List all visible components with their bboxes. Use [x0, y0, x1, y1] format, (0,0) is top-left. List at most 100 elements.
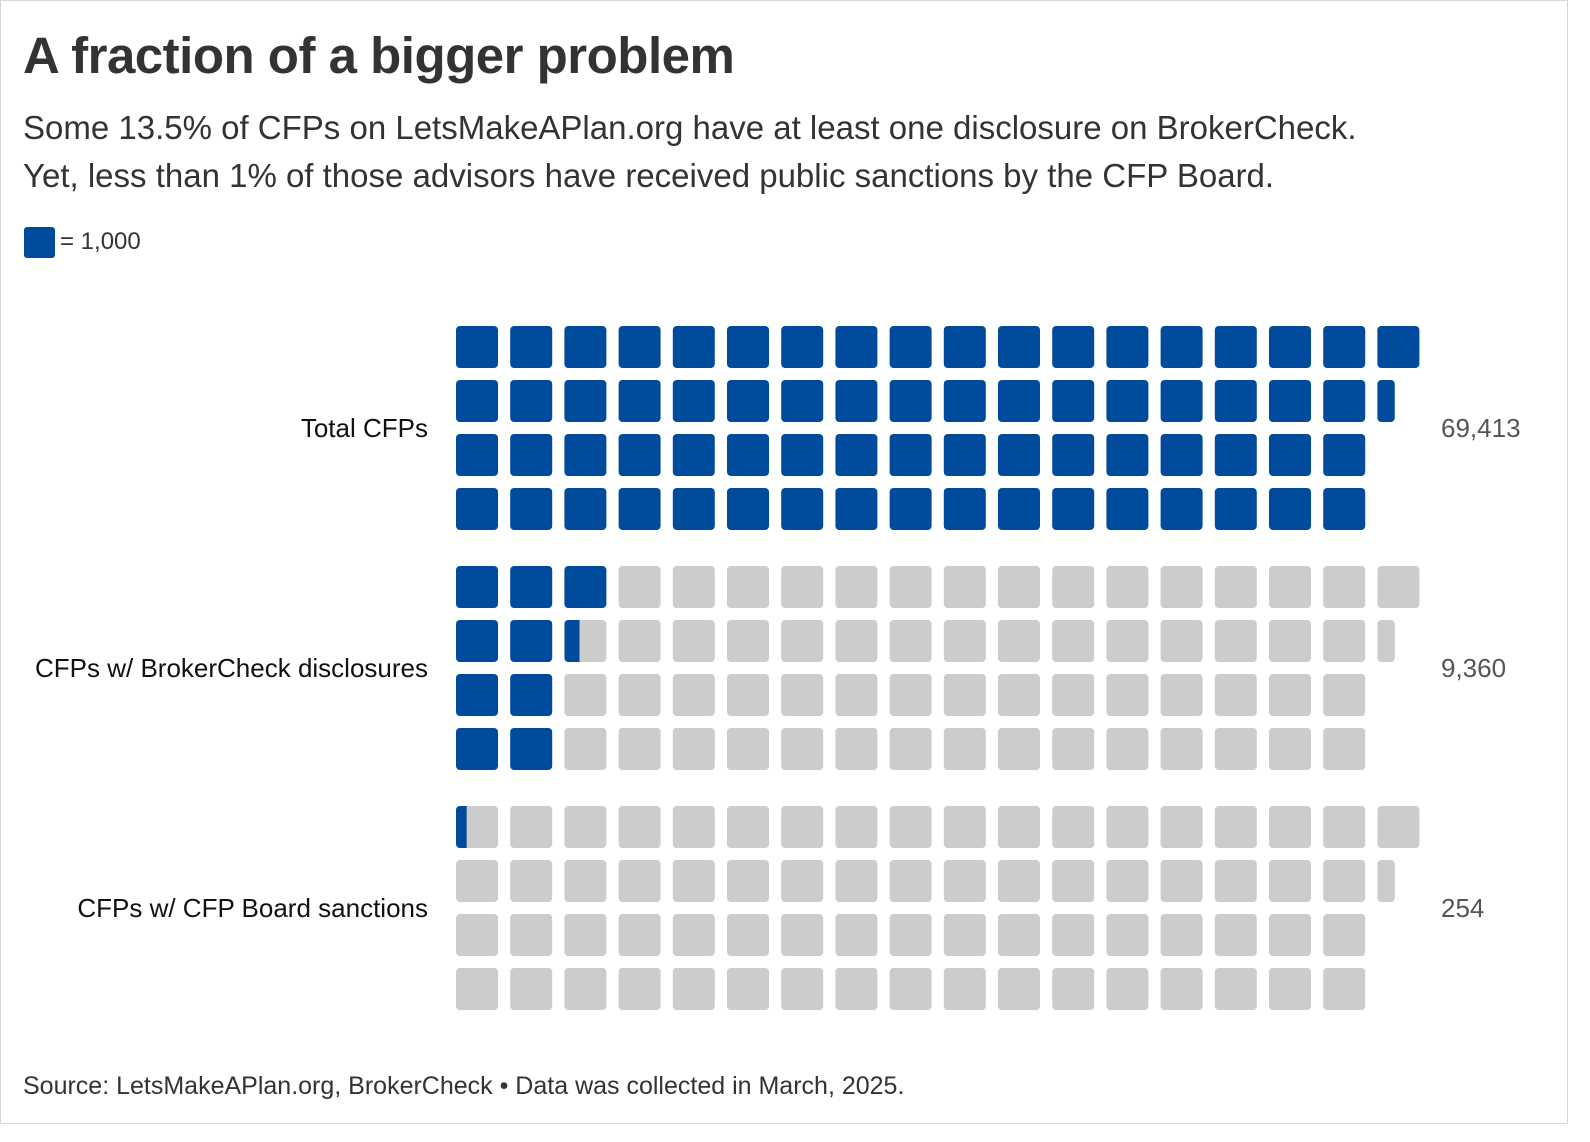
waffle-cell-2-19 [672, 968, 715, 1010]
legend: = 1,000 [24, 226, 141, 258]
waffle-cell-0-55 [1160, 488, 1203, 530]
waffle-cell-1-8 [564, 566, 607, 608]
waffle-cell-0-59 [1214, 488, 1257, 530]
waffle-cell-0-35 [889, 488, 932, 530]
waffle-cell-0-60 [1269, 326, 1311, 368]
waffle-cell-0-54 [1160, 434, 1203, 476]
waffle-cell-1-3 [456, 728, 498, 770]
waffle-cell-0-66 [1323, 434, 1366, 476]
waffle-cell-2-5 [510, 860, 553, 902]
waffle-chart: Total CFPs 69,413 CFPs w/ BrokerCheck disc… [35, 326, 1521, 1010]
waffle-cell-0-27 [781, 488, 824, 530]
waffle-cell-0-53 [1160, 380, 1203, 422]
waffle-cell-1-4 [510, 566, 553, 608]
waffle-cell-2-63 [1269, 968, 1311, 1010]
waffle-cell-1-28 [835, 566, 878, 608]
waffle-cell-2-16 [672, 806, 715, 848]
waffle-cell-1-55 [1160, 728, 1203, 770]
waffle-cell-0-68 [1377, 326, 1420, 368]
waffle-cell-2-0-fill [456, 806, 467, 848]
waffle-cell-2-45 [1052, 860, 1095, 902]
waffle-cell-0-12 [618, 326, 661, 368]
waffle-cell-2-47 [1052, 968, 1095, 1010]
waffle-cell-1-17 [672, 620, 715, 662]
waffle-cell-2-43 [998, 968, 1040, 1010]
waffle-cell-0-20 [727, 326, 769, 368]
waffle-cell-1-43 [998, 728, 1040, 770]
waffle-cell-0-14 [618, 434, 661, 476]
waffle-cell-2-51 [1106, 968, 1149, 1010]
waffle-cell-0-23 [727, 488, 769, 530]
waffle-cell-1-24 [781, 566, 824, 608]
waffle-cell-2-3 [456, 968, 498, 1010]
waffle-cell-2-9 [564, 860, 607, 902]
waffle-cell-1-13 [618, 620, 661, 662]
waffle-cell-2-41 [998, 860, 1040, 902]
waffle-cell-2-4 [510, 806, 553, 848]
waffle-cell-0-62 [1269, 434, 1311, 476]
waffle-cell-0-31 [835, 488, 878, 530]
waffle-cell-1-23 [727, 728, 769, 770]
waffle-cell-2-65 [1323, 860, 1366, 902]
waffle-cell-2-66 [1323, 914, 1366, 956]
waffle-cell-1-20 [727, 566, 769, 608]
waffle-cell-2-24 [781, 806, 824, 848]
waffle-cell-0-42 [998, 434, 1040, 476]
waffle-cell-2-29 [835, 860, 878, 902]
waffle-cell-1-18 [672, 674, 715, 716]
waffle-cell-2-31 [835, 968, 878, 1010]
waffle-cell-1-53 [1160, 620, 1203, 662]
waffle-cell-2-30 [835, 914, 878, 956]
waffle-cell-1-21 [727, 620, 769, 662]
waffle-cell-1-48 [1106, 566, 1149, 608]
waffle-cell-0-4 [510, 326, 553, 368]
waffle-cell-2-67 [1323, 968, 1366, 1010]
waffle-cell-0-9 [564, 380, 607, 422]
waffle-cell-2-37 [943, 860, 986, 902]
waffle-cell-0-63 [1269, 488, 1311, 530]
waffle-cell-1-64 [1323, 566, 1366, 608]
waffle-cell-0-61 [1269, 380, 1311, 422]
waffle-cell-1-59 [1214, 728, 1257, 770]
waffle-cell-1-2 [456, 674, 498, 716]
waffle-cell-1-62 [1269, 674, 1311, 716]
waffle-cell-2-40 [998, 806, 1040, 848]
waffle-cell-0-40 [998, 326, 1040, 368]
source-note: Source: LetsMakeAPlan.org, BrokerCheck •… [23, 1072, 905, 1100]
waffle-cell-0-1 [456, 380, 498, 422]
waffle-cell-2-69 [1377, 860, 1395, 902]
waffle-cell-0-30 [835, 434, 878, 476]
waffle-cell-0-8 [564, 326, 607, 368]
waffle-cell-2-52 [1160, 806, 1203, 848]
waffle-cell-2-49 [1106, 860, 1149, 902]
waffle-cell-2-25 [781, 860, 824, 902]
waffle-cell-1-5 [510, 620, 553, 662]
waffle-cell-0-22 [727, 434, 769, 476]
waffle-cell-0-58 [1214, 434, 1257, 476]
waffle-cell-0-5 [510, 380, 553, 422]
waffle-cell-2-32 [889, 806, 932, 848]
row-label-1: CFPs w/ BrokerCheck disclosures [35, 653, 428, 683]
waffle-cell-0-45 [1052, 380, 1095, 422]
waffle-cell-0-41 [998, 380, 1040, 422]
waffle-cell-1-49 [1106, 620, 1149, 662]
waffle-cell-1-44 [1052, 566, 1095, 608]
waffle-cell-2-60 [1269, 806, 1311, 848]
waffle-cell-1-63 [1269, 728, 1311, 770]
waffle-cell-1-36 [943, 566, 986, 608]
waffle-cell-2-42 [998, 914, 1040, 956]
waffle-cell-1-25 [781, 620, 824, 662]
waffle-cell-2-50 [1106, 914, 1149, 956]
waffle-cell-2-36 [943, 806, 986, 848]
waffle-cell-1-1 [456, 620, 498, 662]
waffle-cell-1-39 [943, 728, 986, 770]
waffle-cell-0-0 [456, 326, 498, 368]
waffle-cell-2-56 [1214, 806, 1257, 848]
waffle-cell-0-56 [1214, 326, 1257, 368]
waffle-cell-1-34 [889, 674, 932, 716]
waffle-cell-1-40 [998, 566, 1040, 608]
waffle-cell-0-67 [1323, 488, 1366, 530]
waffle-cell-1-15 [618, 728, 661, 770]
row-label-2: CFPs w/ CFP Board sanctions [77, 893, 428, 923]
waffle-cell-2-48 [1106, 806, 1149, 848]
